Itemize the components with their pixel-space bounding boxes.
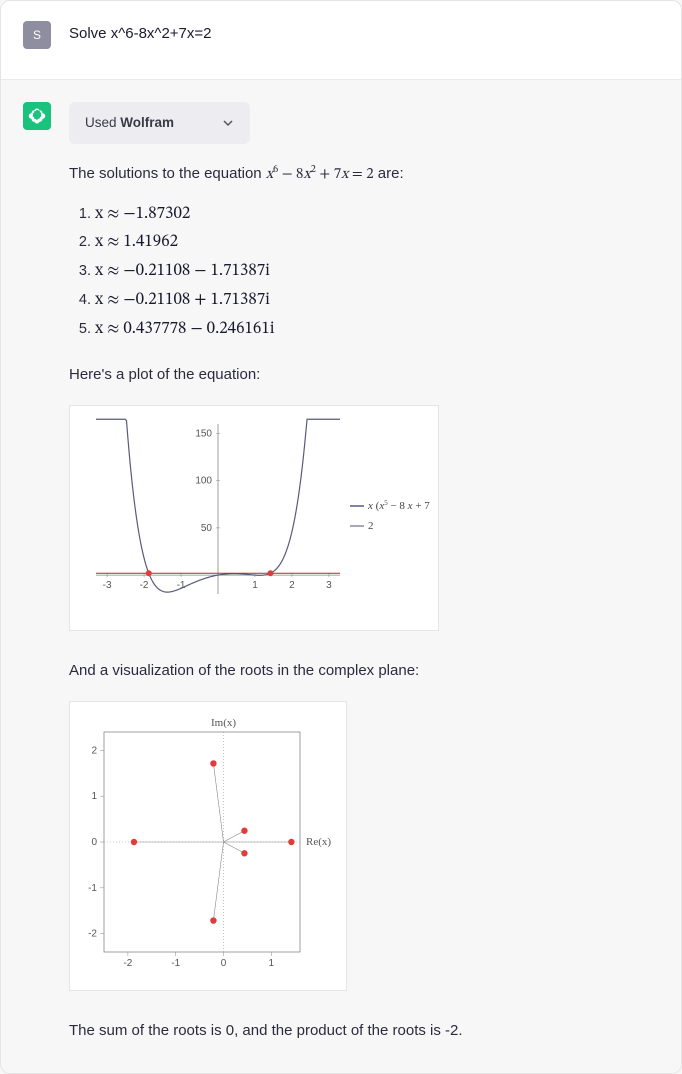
user-avatar: S [23,21,51,49]
svg-text:3: 3 [326,580,332,591]
svg-text:x (x5 − 8 x + 7): x (x5 − 8 x + 7) [367,499,430,512]
plugin-label: Used Wolfram [85,112,174,134]
svg-text:Re(x): Re(x) [306,836,331,848]
intro-prefix: The solutions to the equation [69,165,266,182]
solution-item: x ≈ −0.21108 + 1.71387i [95,287,659,316]
complex-caption: And a visualization of the roots in the … [69,659,659,683]
intro-line: The solutions to the equation x6 − 8x2 +… [69,162,659,187]
assistant-body: Used Wolfram The solutions to the equati… [69,102,659,1043]
svg-text:50: 50 [201,523,213,534]
svg-text:2: 2 [289,580,295,591]
svg-text:-2: -2 [88,929,97,940]
svg-text:0: 0 [221,958,227,969]
svg-text:150: 150 [195,428,212,439]
solution-item: x ≈ −0.21108 − 1.71387i [95,258,659,287]
user-avatar-letter: S [33,28,41,42]
function-plot: -3-2-112350100150x (x5 − 8 x + 7)2 [69,405,439,631]
function-plot-svg: -3-2-112350100150x (x5 − 8 x + 7)2 [78,414,430,614]
equation: x6 − 8x2 + 7x = 2 [266,167,374,182]
plugin-label-prefix: Used [85,115,120,130]
complex-plot: -2 -1 0 1 -2 -1 0 1 2 Im(x) Re(x) [69,701,347,991]
svg-text:2: 2 [91,745,97,756]
svg-text:2: 2 [368,520,374,532]
svg-text:1: 1 [269,958,275,969]
assistant-avatar [23,102,51,130]
closing-text: The sum of the roots is 0, and the produ… [69,1019,659,1043]
svg-text:-2: -2 [140,580,149,591]
plugin-used-badge[interactable]: Used Wolfram [69,102,250,144]
user-message: S Solve x^6-8x^2+7x=2 [1,1,681,80]
svg-text:-1: -1 [88,883,97,894]
intro-suffix: are: [374,165,404,182]
svg-text:1: 1 [252,580,258,591]
solution-item: x ≈ 0.437778 − 0.246161i [95,316,659,345]
svg-text:100: 100 [195,476,212,487]
assistant-message: Used Wolfram The solutions to the equati… [1,80,681,1073]
user-prompt-text: Solve x^6-8x^2+7x=2 [69,21,212,49]
svg-text:Im(x): Im(x) [211,717,236,729]
svg-text:-1: -1 [171,958,180,969]
chevron-down-icon [222,117,234,129]
chat-container: S Solve x^6-8x^2+7x=2 Used Wolfram The s… [0,0,682,1074]
svg-text:-2: -2 [123,958,132,969]
solutions-list: x ≈ −1.87302 x ≈ 1.41962 x ≈ −0.21108 − … [69,201,659,345]
solution-item: x ≈ −1.87302 [95,201,659,230]
svg-text:0: 0 [91,837,97,848]
plot-caption: Here's a plot of the equation: [69,363,659,387]
solution-item: x ≈ 1.41962 [95,229,659,258]
plugin-name: Wolfram [120,115,174,130]
complex-plot-svg: -2 -1 0 1 -2 -1 0 1 2 Im(x) Re(x) [78,710,340,974]
openai-logo-icon [28,107,46,125]
svg-text:-3: -3 [103,580,112,591]
svg-text:1: 1 [91,791,97,802]
